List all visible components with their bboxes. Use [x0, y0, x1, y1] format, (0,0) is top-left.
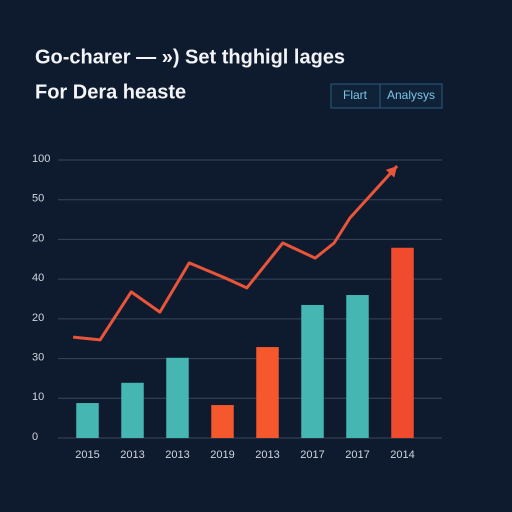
y-tick-label: 20: [32, 312, 44, 324]
x-tick-label: 2019: [210, 449, 234, 461]
x-tick-label: 2017: [300, 449, 324, 461]
y-tick-label: 0: [32, 431, 38, 443]
bar: [121, 382, 144, 438]
bar: [166, 357, 189, 438]
x-tick-label: 2015: [75, 449, 99, 461]
button[interactable]: Flart: [343, 88, 368, 102]
chart-title: Go-charer — ») Set thghigl lages: [35, 46, 345, 68]
y-tick-label: 10: [32, 391, 44, 403]
arrow-head: [385, 166, 398, 178]
bar: [391, 247, 414, 438]
y-tick-label: 30: [32, 351, 44, 363]
y-tick-label: 50: [32, 193, 44, 205]
bar: [346, 295, 369, 438]
bar: [211, 405, 234, 438]
trend-line: [72, 164, 399, 342]
x-tick-label: 2013: [255, 449, 279, 461]
y-tick-label: 40: [32, 272, 44, 284]
x-tick-label: 2013: [165, 449, 189, 461]
y-tick-label: 20: [32, 232, 44, 244]
button-group: [330, 83, 443, 109]
button[interactable]: Analysys: [387, 88, 435, 102]
y-tick-label: 100: [32, 153, 50, 165]
bar: [76, 403, 99, 438]
bar: [256, 347, 279, 438]
x-tick-label: 2014: [390, 449, 414, 461]
chart-subtitle: For Dera heaste: [35, 81, 186, 103]
x-tick-label: 2013: [120, 449, 144, 461]
x-tick-label: 2017: [345, 449, 369, 461]
bar: [301, 304, 324, 438]
